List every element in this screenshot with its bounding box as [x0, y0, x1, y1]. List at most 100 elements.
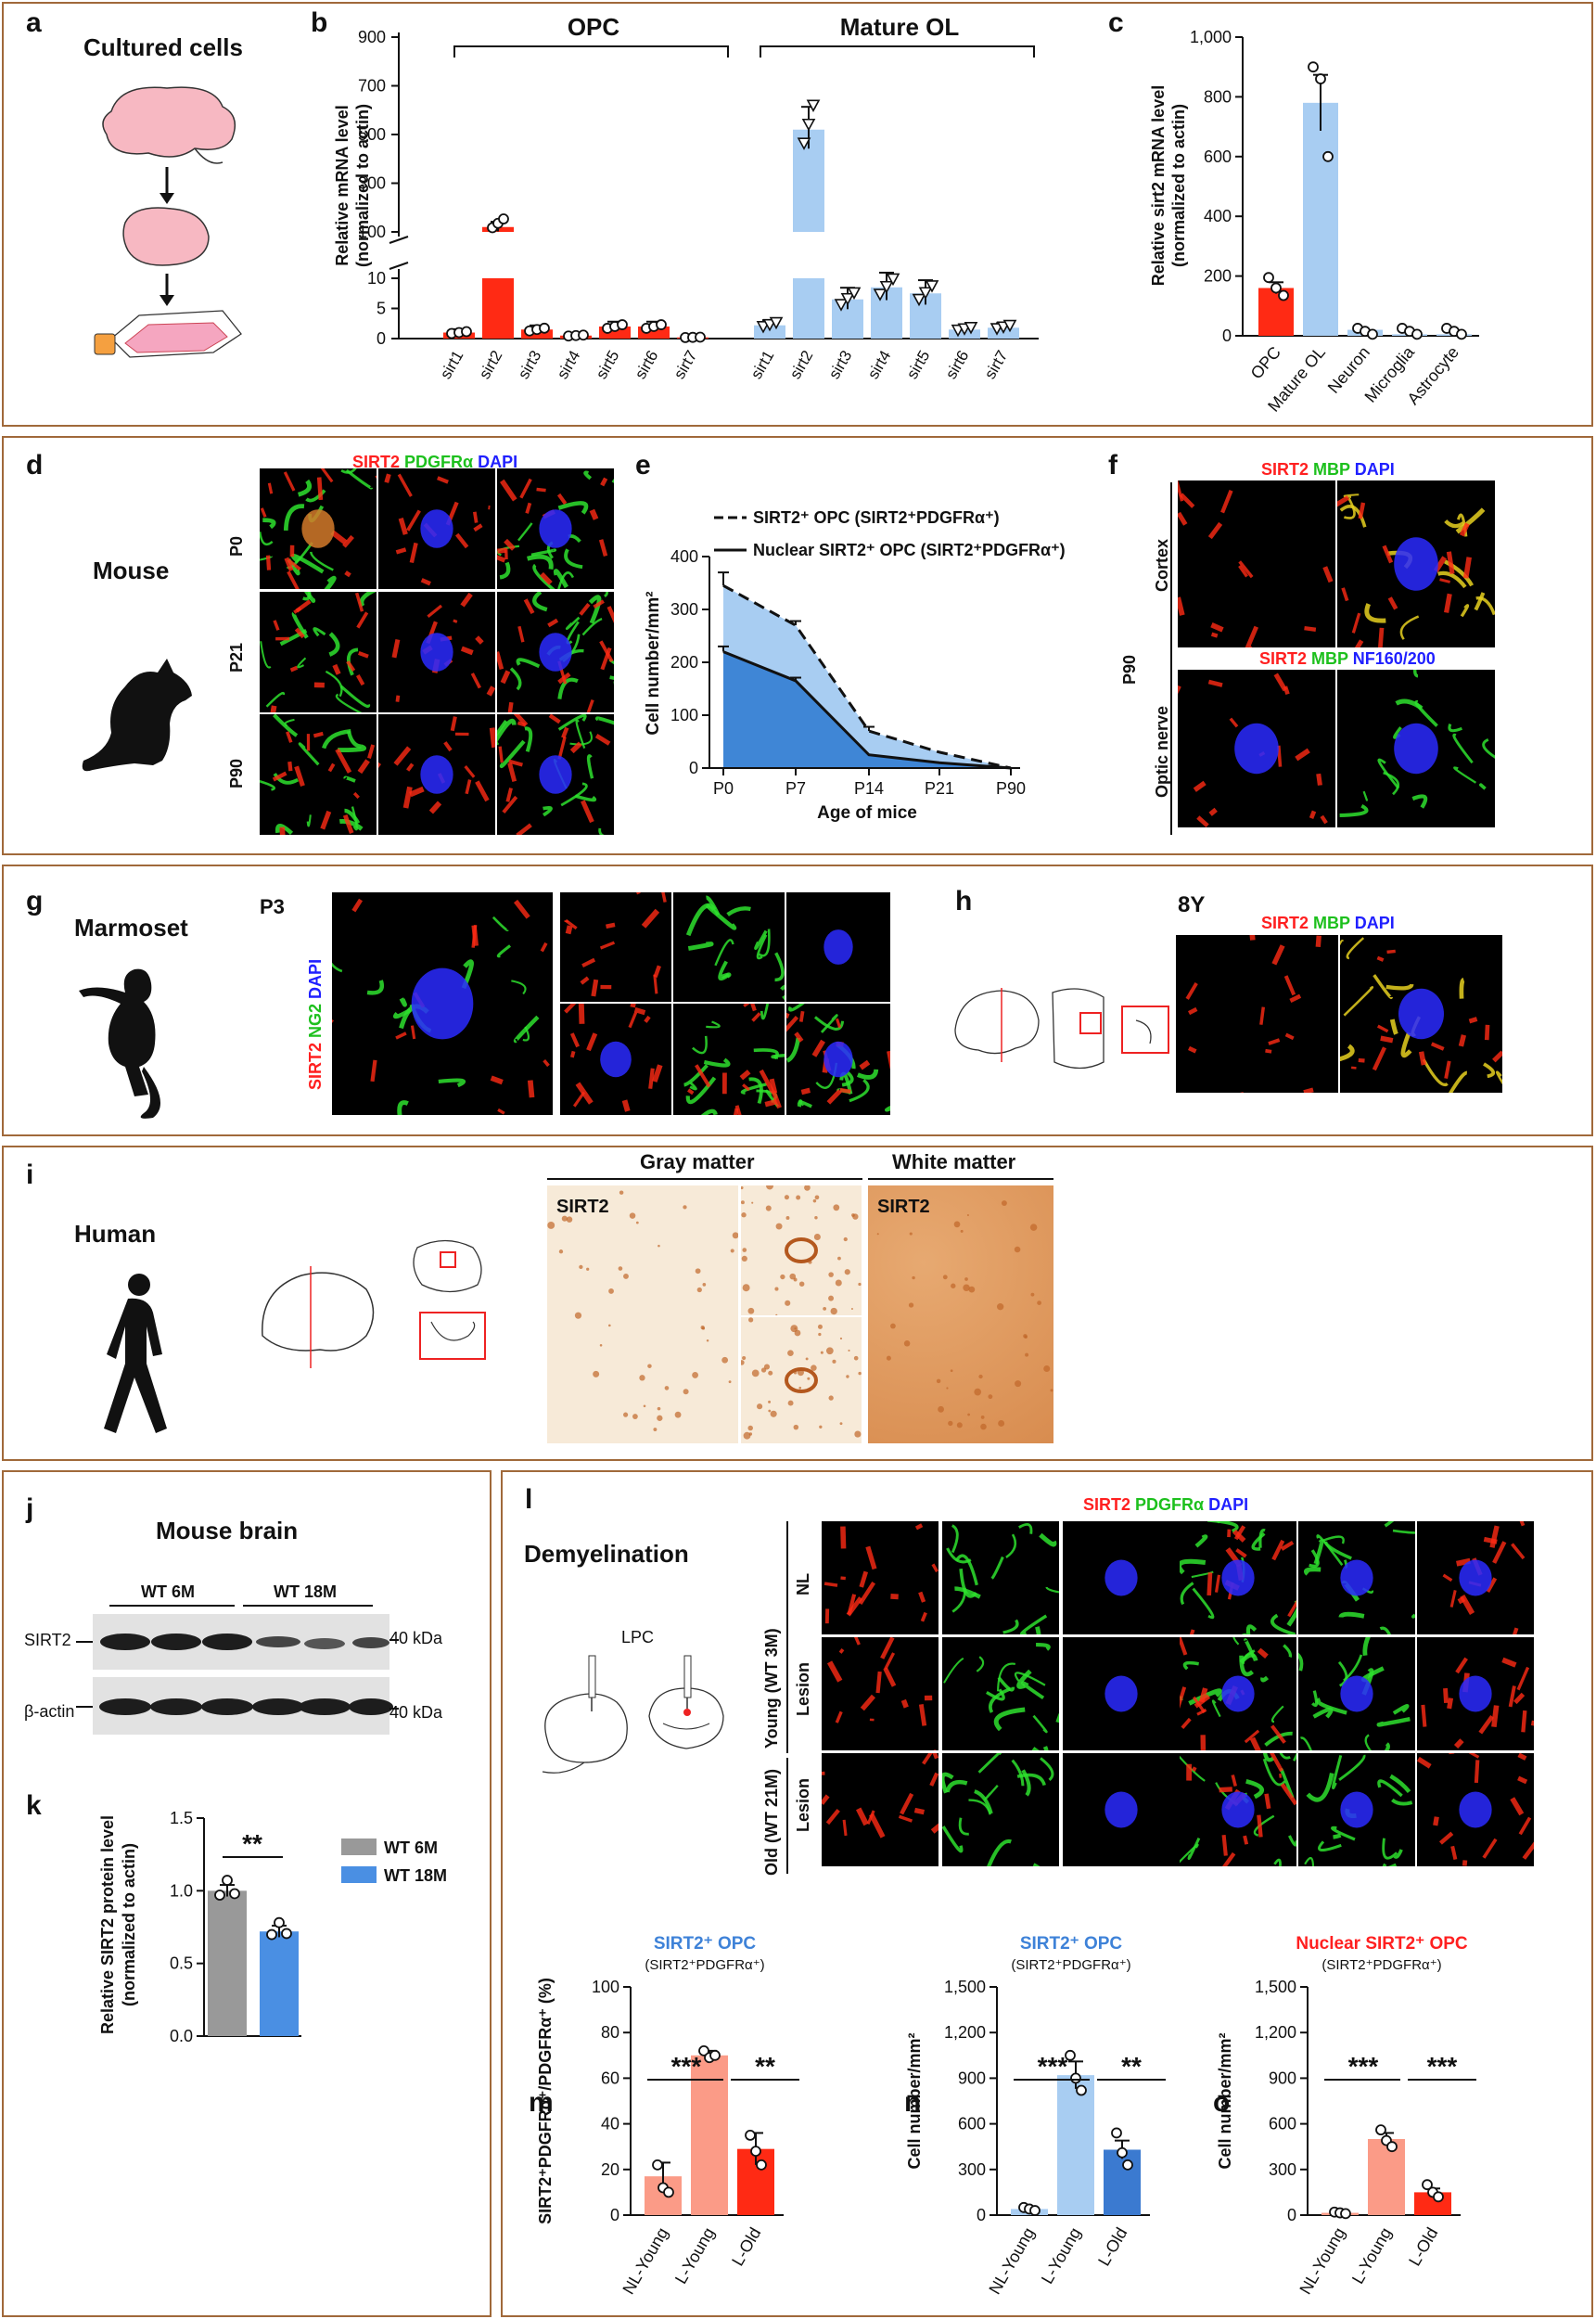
- fiber: [1338, 1754, 1366, 1781]
- stain-dot: [657, 1415, 663, 1421]
- fiber: [286, 731, 293, 743]
- fiber: [1362, 1637, 1371, 1657]
- fiber: [322, 729, 351, 750]
- chart-subtitle: (SIRT2⁺PDGFRα⁺): [645, 1957, 764, 1973]
- fiber: [1513, 1692, 1526, 1705]
- label-a: a: [26, 7, 42, 38]
- data-point: [1076, 2084, 1087, 2096]
- fiber: [497, 555, 506, 563]
- y-tick-label: 300: [1269, 2160, 1296, 2179]
- ihc-stain-label-gray: SIRT2: [556, 1197, 609, 1217]
- stain-dot: [998, 1419, 1005, 1427]
- fiber: [692, 1035, 708, 1055]
- stain-header-l: SIRT2 PDGFRα DAPI: [1083, 1495, 1248, 1515]
- nucleus: [824, 929, 853, 965]
- fiber: [653, 974, 658, 994]
- stain-dot: [730, 1249, 734, 1253]
- fiber: [1444, 559, 1475, 587]
- fiber: [1207, 679, 1223, 687]
- fiber: [1495, 1070, 1502, 1085]
- stain-dot: [950, 1369, 953, 1373]
- fiber: [557, 672, 571, 685]
- stain-dot: [946, 1387, 949, 1390]
- fiber: [275, 824, 294, 835]
- micro-d-merge-2: [260, 714, 377, 835]
- fiber: [594, 734, 611, 746]
- fiber: [913, 1807, 926, 1815]
- fiber: [1521, 1710, 1527, 1733]
- stain-dot: [787, 1400, 794, 1406]
- y-tick-label: 300: [670, 600, 698, 619]
- fiber: [344, 808, 361, 825]
- fiber: [1273, 1858, 1282, 1866]
- x-tick-label: NL-Young: [619, 2224, 671, 2298]
- fiber: [1032, 1714, 1048, 1734]
- nucleus: [1221, 1559, 1255, 1596]
- group-label-opc: OPC: [568, 13, 620, 41]
- fiber: [1460, 604, 1470, 618]
- fiber: [335, 693, 363, 712]
- fiber: [1341, 587, 1349, 602]
- stain-dot: [768, 1409, 772, 1413]
- fiber: [786, 1016, 799, 1032]
- fiber: [309, 551, 334, 571]
- fiber: [410, 1025, 416, 1040]
- fiber: [1036, 1643, 1051, 1651]
- fiber: [1510, 1797, 1525, 1816]
- micro-d-all-2: [497, 714, 614, 835]
- stain-dot: [839, 1337, 843, 1340]
- fiber: [540, 942, 548, 953]
- chart-c: 0 200 400 600 800 1,000 Relative sirt2 mRNA le…: [1149, 28, 1479, 416]
- fiber: [346, 730, 362, 749]
- fiber: [1474, 1760, 1480, 1784]
- data-point: [214, 1890, 225, 1901]
- micro-l-r2-c2-image: [1104, 1791, 1138, 1828]
- fiber: [470, 673, 481, 689]
- stain-dot: [785, 1300, 791, 1306]
- fiber: [760, 1004, 770, 1020]
- y-tick-label: 80: [601, 2023, 619, 2042]
- micro-l-r1-c1: [942, 1637, 1059, 1750]
- stain-dot: [1029, 1224, 1038, 1231]
- stain-dot: [818, 1332, 822, 1337]
- stain-dot: [978, 1374, 983, 1379]
- fiber: [1280, 1540, 1295, 1551]
- fiber: [989, 1686, 1012, 1713]
- stain-dot: [843, 1236, 848, 1242]
- fiber: [1389, 1019, 1398, 1035]
- lpc-label: LPC: [621, 1628, 655, 1646]
- fiber: [1443, 1687, 1449, 1704]
- ihc-gray-zoom-2-image: [741, 1317, 862, 1440]
- ihc-gray-zoom-1: [741, 1185, 862, 1315]
- fiber: [1411, 794, 1428, 809]
- fiber: [1413, 670, 1419, 678]
- fiber: [513, 899, 530, 919]
- fiber: [580, 976, 590, 985]
- mouse-silhouette-icon: [82, 659, 192, 772]
- fiber: [557, 714, 587, 731]
- fiber: [1331, 1826, 1356, 1841]
- fiber: [835, 1018, 842, 1029]
- fiber: [1211, 1699, 1221, 1718]
- stain-dot: [852, 1213, 859, 1220]
- fiber: [486, 685, 495, 697]
- ihc-gray-overview: [547, 1185, 738, 1443]
- fiber: [1376, 1716, 1411, 1727]
- fiber: [751, 1012, 761, 1022]
- nucleus: [420, 755, 453, 794]
- fiber: [1460, 1594, 1475, 1615]
- fiber: [1378, 627, 1385, 647]
- micro-l-r2-c3: [1180, 1753, 1296, 1866]
- data-point: [617, 319, 628, 330]
- chart-subtitle: (SIRT2⁺PDGFRα⁺): [1321, 1957, 1441, 1973]
- fiber: [839, 1087, 851, 1095]
- data-point: [797, 137, 811, 150]
- fiber: [287, 558, 301, 571]
- stain-dot: [1025, 1352, 1029, 1357]
- micro-l-r0-c5: [1417, 1521, 1534, 1634]
- fiber: [1208, 807, 1218, 816]
- fiber: [332, 663, 341, 675]
- species-human: Human: [74, 1220, 157, 1248]
- fiber: [733, 1108, 739, 1115]
- fiber: [1346, 937, 1365, 960]
